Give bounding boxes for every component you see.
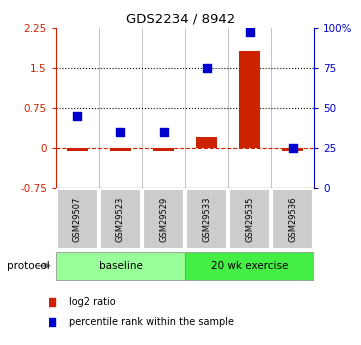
- Bar: [186, 189, 227, 249]
- Bar: [143, 189, 184, 249]
- Bar: [100, 189, 142, 249]
- Bar: [110, 148, 131, 150]
- Point: [118, 129, 123, 135]
- Point: [247, 30, 252, 35]
- Point: [203, 195, 208, 201]
- Text: log2 ratio: log2 ratio: [69, 297, 115, 307]
- Bar: [282, 148, 303, 150]
- Point: [204, 65, 209, 70]
- Bar: [185, 252, 314, 279]
- Bar: [57, 189, 98, 249]
- Point: [290, 145, 295, 151]
- Text: GDS2234 / 8942: GDS2234 / 8942: [126, 12, 235, 25]
- Bar: [239, 51, 260, 148]
- Text: protocol: protocol: [7, 261, 50, 270]
- Bar: [229, 189, 270, 249]
- Text: GSM29529: GSM29529: [159, 196, 168, 242]
- Text: GSM29536: GSM29536: [288, 196, 297, 242]
- Text: GSM29533: GSM29533: [202, 196, 211, 242]
- Text: 20 wk exercise: 20 wk exercise: [211, 261, 288, 270]
- Point: [75, 113, 81, 119]
- Point: [203, 16, 208, 21]
- Text: baseline: baseline: [99, 261, 143, 270]
- Bar: [153, 148, 174, 150]
- Text: GSM29507: GSM29507: [73, 196, 82, 242]
- Bar: [196, 137, 217, 148]
- Text: percentile rank within the sample: percentile rank within the sample: [69, 317, 234, 327]
- Bar: [272, 189, 313, 249]
- Point: [161, 129, 166, 135]
- Bar: [67, 148, 88, 150]
- Text: GSM29535: GSM29535: [245, 196, 254, 242]
- Text: GSM29523: GSM29523: [116, 196, 125, 242]
- Bar: [56, 252, 185, 279]
